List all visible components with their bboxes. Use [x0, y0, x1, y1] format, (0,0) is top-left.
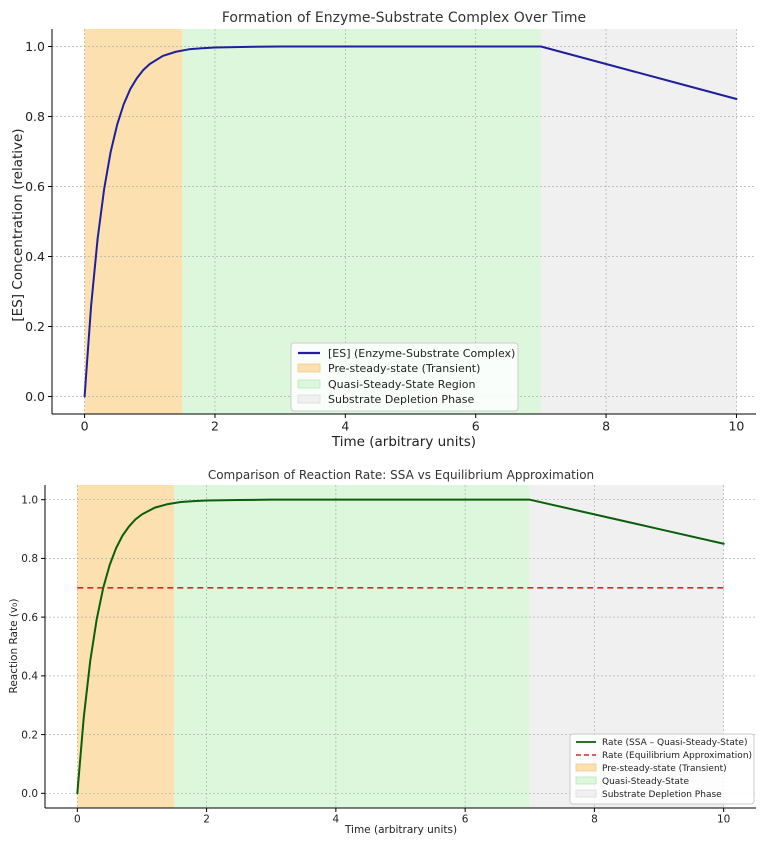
ticks: 0 2 4 6 8 10 0.0 0.2 0.4 0.6 0.8 1.0	[21, 494, 730, 825]
y-tick-label-3: 0.6	[21, 612, 38, 624]
legend-label-qss: Quasi-Steady-State	[602, 777, 689, 787]
legend-frame	[569, 733, 755, 805]
x-tick-label-3: 6	[462, 814, 469, 826]
legend-label-qss: Quasi-Steady-State Region	[328, 378, 475, 391]
x-tick-label-1: 2	[211, 419, 219, 434]
y-tick-label-2: 0.4	[21, 671, 38, 683]
x-tick-label-5: 10	[728, 419, 744, 434]
y-tick-label-3: 0.6	[25, 179, 45, 194]
legend-swatch-depletion	[575, 789, 597, 798]
axes	[51, 29, 756, 415]
y-axis-label: [ES] Concentration (relative)	[10, 128, 26, 321]
x-tick-label-4: 8	[591, 814, 598, 826]
x-tick-label-0: 0	[74, 814, 81, 826]
region-0	[84, 29, 183, 414]
ticks: 0 2 4 6 8 10 0.0 0.2 0.4 0.6 0.8 1.0	[25, 39, 744, 434]
y-tick-label-1: 0.2	[25, 319, 45, 334]
y-tick-label-2: 0.4	[25, 249, 45, 264]
chart-es-formation: Formation of Enzyme-Substrate Complex Ov…	[10, 10, 756, 450]
x-axis-label: Time (arbitrary units)	[344, 824, 457, 836]
region-1	[174, 485, 530, 808]
y-tick-label-0: 0.0	[25, 389, 45, 404]
y-tick-label-5: 1.0	[21, 494, 38, 506]
y-tick-label-4: 0.8	[25, 109, 45, 124]
chart-rate-comparison: Comparison of Reaction Rate: SSA vs Equi…	[8, 468, 756, 836]
legend-label-presteady: Pre-steady-state (Transient)	[328, 362, 480, 375]
legend-label-equilibrium: Rate (Equilibrium Approximation)	[602, 751, 752, 761]
y-tick-label-4: 0.8	[21, 553, 38, 565]
y-tick-label-0: 0.0	[21, 788, 38, 800]
y-axis-label: Reaction Rate (v₀)	[8, 599, 20, 694]
chart-title: Formation of Enzyme-Substrate Complex Ov…	[222, 10, 586, 26]
x-tick-label-5: 10	[717, 814, 730, 826]
series-line-0	[83, 45, 738, 398]
x-axis-label: Time (arbitrary units)	[331, 434, 476, 450]
legend-label-depletion: Substrate Depletion Phase	[328, 393, 475, 406]
chart-title: Comparison of Reaction Rate: SSA vs Equi…	[208, 468, 594, 482]
y-tick-label-5: 1.0	[25, 39, 45, 54]
x-tick-label-3: 6	[472, 419, 480, 434]
series-layer	[83, 45, 738, 398]
x-tick-label-2: 4	[341, 419, 349, 434]
legend-swatch-presteady	[297, 363, 321, 373]
x-tick-label-1: 2	[203, 814, 210, 826]
legend-swatch-depletion	[297, 394, 321, 404]
legend-label-depletion: Substrate Depletion Phase	[602, 790, 722, 800]
axes	[44, 485, 756, 809]
legend-swatch-qss	[297, 379, 321, 389]
legend-label-presteady: Pre-steady-state (Transient)	[602, 764, 727, 774]
x-tick-label-4: 8	[602, 419, 610, 434]
legend: Rate (SSA – Quasi-Steady-State) Rate (Eq…	[569, 733, 755, 805]
x-tick-label-0: 0	[81, 419, 89, 434]
legend-label-es: [ES] (Enzyme-Substrate Complex)	[328, 347, 515, 360]
phase-regions	[84, 29, 737, 414]
y-tick-label-1: 0.2	[21, 729, 38, 741]
legend-label-ssa: Rate (SSA – Quasi-Steady-State)	[602, 738, 747, 748]
region-2	[540, 29, 737, 414]
legend-swatch-presteady	[575, 763, 597, 772]
x-tick-label-2: 4	[333, 814, 340, 826]
legend-frame	[290, 342, 519, 412]
legend: [ES] (Enzyme-Substrate Complex) Pre-stea…	[290, 342, 519, 412]
legend-swatch-qss	[575, 776, 597, 785]
series-layer	[76, 498, 725, 795]
